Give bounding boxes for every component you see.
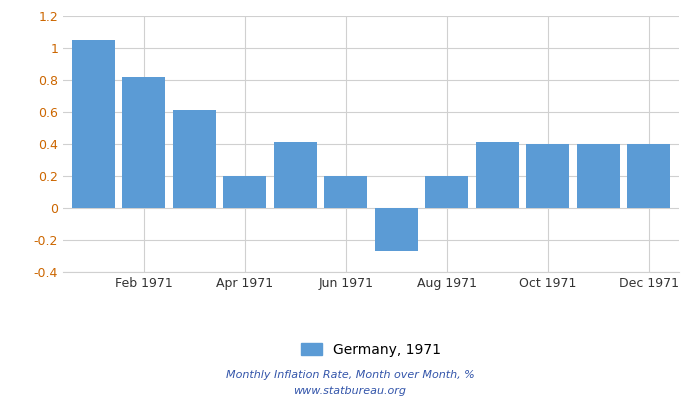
- Bar: [324, 176, 368, 208]
- Bar: [476, 142, 519, 208]
- Bar: [426, 176, 468, 208]
- Bar: [223, 176, 266, 208]
- Bar: [577, 144, 620, 208]
- Bar: [526, 144, 569, 208]
- Legend: Germany, 1971: Germany, 1971: [295, 337, 447, 362]
- Bar: [173, 110, 216, 208]
- Text: www.statbureau.org: www.statbureau.org: [293, 386, 407, 396]
- Bar: [72, 40, 115, 208]
- Bar: [274, 142, 316, 208]
- Bar: [627, 144, 670, 208]
- Bar: [122, 77, 165, 208]
- Text: Monthly Inflation Rate, Month over Month, %: Monthly Inflation Rate, Month over Month…: [225, 370, 475, 380]
- Bar: [374, 208, 418, 251]
